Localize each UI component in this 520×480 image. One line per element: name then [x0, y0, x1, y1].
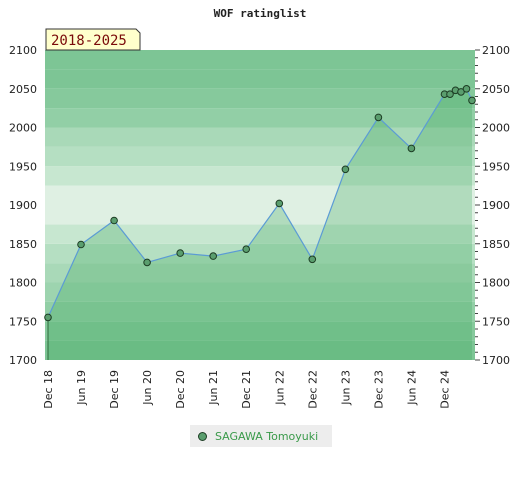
data-point [110, 216, 118, 225]
band [45, 127, 475, 147]
x-tick-label: Dec 24 [439, 370, 452, 409]
y-tick-label: 1850 [482, 238, 510, 251]
data-point [275, 199, 284, 208]
band [45, 282, 475, 302]
y-tick-label: 1700 [482, 354, 510, 367]
band [45, 340, 475, 360]
data-point [374, 113, 383, 122]
y-tick-label: 1800 [9, 277, 37, 290]
band [45, 224, 475, 244]
band [45, 69, 475, 89]
legend-series-name[interactable]: SAGAWA Tomoyuki [215, 429, 319, 443]
data-point [468, 96, 476, 105]
y-tick-label: 1750 [9, 315, 37, 328]
y-tick-label: 1800 [482, 277, 510, 290]
y-tick-label: 2050 [9, 83, 37, 96]
y-tick-label: 2050 [482, 83, 510, 96]
y-tick-label: 2100 [9, 44, 37, 57]
y-tick-label: 2000 [9, 122, 37, 135]
x-tick-label: Dec 22 [306, 370, 319, 409]
x-tick-label: Dec 20 [174, 370, 187, 409]
chart-title: WOF ratinglist [214, 7, 307, 20]
x-tick-label: Jun 23 [339, 370, 352, 406]
data-markers [44, 85, 476, 322]
band [45, 205, 475, 225]
x-axis: Dec 18 Jun 19 Dec 19 Jun 20 Dec 20 Jun 21 Dec … [42, 370, 452, 409]
band [45, 88, 475, 109]
x-tick-label: Jun 24 [405, 370, 418, 406]
y-tick-label: 2000 [482, 122, 510, 135]
band [45, 50, 475, 70]
data-point [457, 88, 465, 96]
data-point [44, 313, 52, 322]
band [45, 243, 475, 264]
period-box: 2018-2025 [45, 28, 141, 51]
band [45, 321, 475, 341]
y-axis-right: 1700 1750 1800 1850 1900 1950 2000 2050 2100 [475, 44, 510, 367]
x-tick-label: Jun 21 [207, 370, 220, 406]
band [45, 301, 475, 322]
band [45, 185, 475, 205]
period-label: 2018-2025 [51, 33, 127, 49]
series-area [48, 88, 472, 361]
band [45, 108, 475, 128]
y-tick-label: 1750 [482, 315, 510, 328]
band [45, 166, 475, 186]
x-tick-label: Dec 18 [42, 370, 55, 409]
x-tick-label: Dec 19 [108, 370, 121, 409]
x-tick-label: Jun 19 [75, 370, 88, 406]
x-tick-label: Jun 22 [273, 370, 286, 406]
x-tick-label: Dec 21 [240, 370, 253, 409]
data-point [77, 240, 85, 249]
y-tick-label: 1700 [9, 354, 37, 367]
band [45, 146, 475, 167]
x-tick-label: Dec 23 [372, 370, 385, 409]
y-axis-left: 1700 1750 1800 1850 1900 1950 2000 2050 2100 [9, 44, 37, 367]
y-tick-label: 2100 [482, 44, 510, 57]
data-point [407, 144, 416, 153]
legend-marker-icon [198, 431, 207, 441]
legend: SAGAWA Tomoyuki [190, 425, 332, 447]
data-point [143, 258, 151, 267]
data-point [176, 249, 184, 257]
data-point [462, 85, 471, 93]
background-bands [45, 50, 475, 360]
y-tick-label: 1850 [9, 238, 37, 251]
x-tick-label: Jun 20 [141, 370, 154, 406]
data-point [308, 255, 317, 264]
y-tick-label: 1950 [482, 160, 510, 173]
y-tick-label: 1900 [482, 199, 510, 212]
data-point [242, 245, 250, 253]
band [45, 263, 475, 283]
data-point [341, 165, 350, 174]
y-tick-label: 1900 [9, 199, 37, 212]
y-tick-label: 1950 [9, 160, 37, 173]
data-point [209, 252, 217, 260]
data-point [446, 90, 454, 98]
